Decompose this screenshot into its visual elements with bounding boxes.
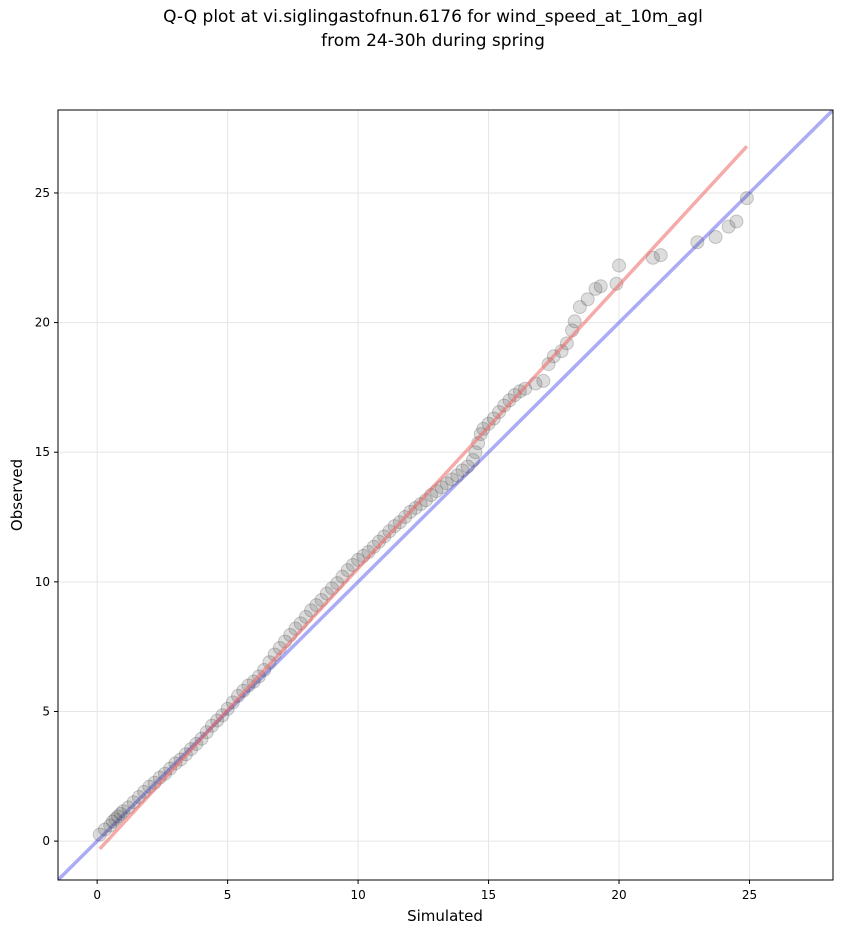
data-point bbox=[580, 292, 595, 307]
y-tick-label: 20 bbox=[35, 316, 50, 330]
data-point bbox=[476, 421, 491, 436]
data-point bbox=[653, 248, 668, 263]
data-point bbox=[105, 814, 120, 829]
data-point bbox=[92, 827, 107, 842]
data-point bbox=[121, 800, 136, 815]
data-point bbox=[481, 416, 496, 431]
data-point bbox=[491, 405, 506, 420]
data-point bbox=[729, 214, 744, 229]
x-tick-label: 15 bbox=[481, 888, 496, 902]
chart-subtitle: from 24-30h during spring bbox=[321, 31, 545, 51]
y-tick-label: 10 bbox=[35, 575, 50, 589]
data-point bbox=[126, 795, 141, 810]
data-point bbox=[593, 279, 608, 294]
data-point bbox=[97, 822, 112, 837]
data-point bbox=[445, 472, 460, 487]
data-point bbox=[588, 281, 603, 296]
y-tick-label: 0 bbox=[42, 834, 50, 848]
data-point bbox=[413, 497, 428, 512]
data-point bbox=[113, 806, 128, 821]
y-tick-label: 15 bbox=[35, 445, 50, 459]
y-axis-ticks: 0 5 10 15 20 25 bbox=[35, 186, 58, 848]
data-point bbox=[377, 529, 392, 544]
data-point bbox=[708, 230, 723, 245]
data-point bbox=[690, 235, 705, 250]
fit-line bbox=[98, 145, 749, 851]
data-point bbox=[502, 393, 517, 408]
data-point bbox=[450, 468, 465, 483]
data-point bbox=[168, 756, 183, 771]
data-point bbox=[721, 219, 736, 234]
data-point bbox=[572, 300, 587, 315]
plot-area-border bbox=[57, 109, 834, 881]
data-point bbox=[507, 388, 522, 403]
data-point bbox=[567, 314, 582, 329]
data-point bbox=[103, 818, 118, 833]
x-tick-label: 25 bbox=[742, 888, 757, 902]
data-point bbox=[111, 809, 126, 824]
data-point bbox=[460, 459, 475, 474]
y-tick-label: 5 bbox=[42, 704, 50, 718]
data-point bbox=[536, 373, 551, 388]
fit-line-layer bbox=[98, 145, 749, 851]
data-point bbox=[612, 258, 627, 273]
x-axis-ticks: 0 5 10 15 20 25 bbox=[93, 880, 757, 902]
x-tick-label: 10 bbox=[350, 888, 365, 902]
data-point bbox=[739, 191, 754, 206]
x-tick-label: 5 bbox=[224, 888, 232, 902]
data-point bbox=[554, 344, 569, 359]
x-axis-label: Simulated bbox=[407, 907, 483, 925]
y-tick-label: 25 bbox=[35, 186, 50, 200]
chart-title: Q-Q plot at vi.siglingastofnun.6176 for … bbox=[163, 7, 703, 27]
y-axis-label: Observed bbox=[8, 459, 26, 531]
data-point bbox=[455, 463, 470, 478]
x-tick-label: 0 bbox=[93, 888, 101, 902]
data-point bbox=[116, 804, 131, 819]
data-point bbox=[468, 445, 483, 460]
data-point bbox=[382, 524, 397, 539]
data-point bbox=[465, 453, 480, 467]
data-point bbox=[439, 476, 454, 491]
x-tick-label: 20 bbox=[611, 888, 626, 902]
data-point bbox=[163, 761, 178, 776]
data-point bbox=[108, 812, 123, 827]
